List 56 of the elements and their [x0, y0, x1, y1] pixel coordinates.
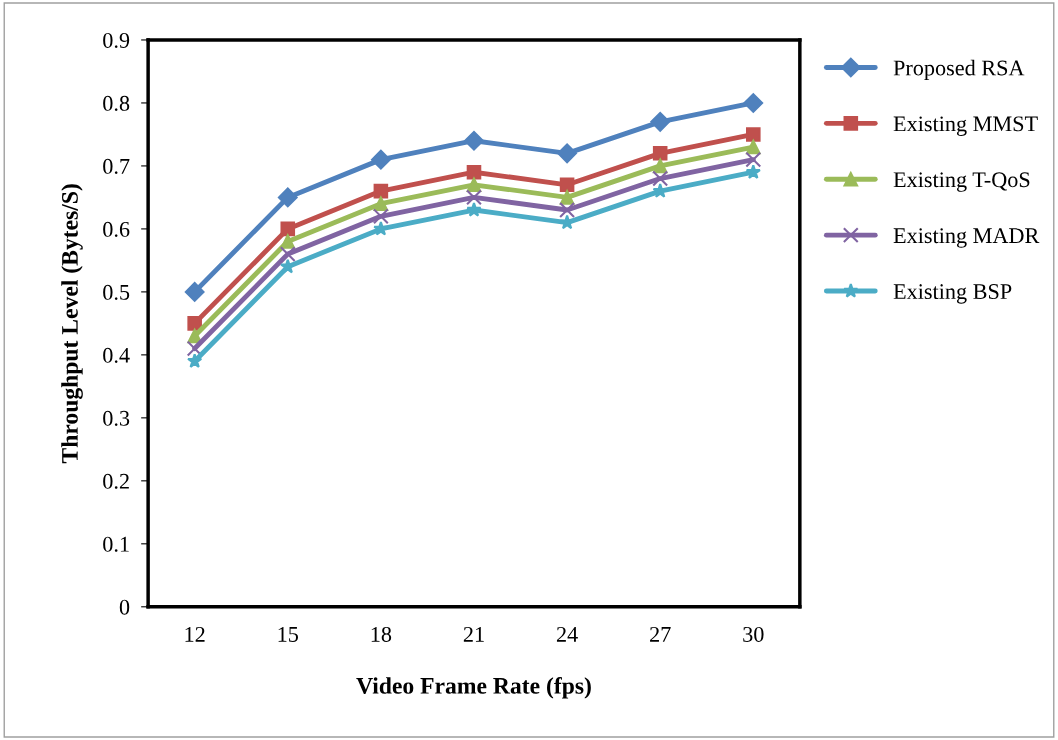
- point: [559, 177, 575, 193]
- x-tick-label: 24: [556, 626, 578, 642]
- point: [743, 93, 764, 113]
- y-tick-label: 0.2: [103, 473, 129, 489]
- x-tick-label: 30: [743, 626, 764, 642]
- point: [466, 202, 482, 217]
- y-tick-label: 0.6: [103, 221, 130, 237]
- legend-label: Existing T-QoS: [893, 172, 1030, 192]
- y-tick-label: 0.3: [103, 410, 130, 426]
- x-tick-label: 15: [278, 626, 299, 642]
- legend-label: Proposed RSA: [893, 59, 1025, 80]
- point: [745, 164, 761, 179]
- point: [652, 183, 668, 198]
- point: [279, 246, 296, 263]
- y-axis-title: Throughput Level (Bytes/S): [61, 184, 83, 464]
- legend-label: Existing MADR: [893, 228, 1040, 248]
- point: [559, 190, 575, 205]
- point: [466, 189, 482, 206]
- y-tick-label: 0.7: [103, 158, 130, 174]
- point: [559, 214, 575, 230]
- y-tick-label: 0.9: [103, 32, 130, 48]
- point: [745, 151, 762, 168]
- point: [746, 127, 761, 142]
- y-tick-label: 0.4: [103, 347, 130, 363]
- point: [652, 146, 668, 161]
- point: [372, 208, 389, 225]
- point: [280, 221, 296, 237]
- y-tick-label: 0: [119, 599, 130, 615]
- point: [277, 187, 298, 208]
- point: [371, 149, 391, 170]
- point: [184, 282, 205, 302]
- point: [373, 183, 389, 199]
- legend-label: Existing BSP: [893, 284, 1012, 304]
- y-tick-label: 0.8: [103, 95, 130, 111]
- point: [466, 164, 482, 180]
- x-tick-label: 18: [371, 626, 392, 642]
- point: [746, 139, 761, 155]
- x-tick-label: 12: [185, 626, 205, 642]
- y-tick-label: 0.5: [103, 284, 130, 300]
- point: [187, 353, 203, 368]
- x-tick-label: 27: [650, 626, 671, 642]
- point: [187, 316, 202, 331]
- point: [652, 158, 668, 174]
- x-axis-title: Video Frame Rate (fps): [356, 676, 591, 699]
- point: [280, 234, 296, 249]
- point: [559, 202, 576, 218]
- point: [373, 220, 389, 236]
- point: [652, 170, 669, 187]
- point: [373, 196, 389, 211]
- x-tick-label: 21: [463, 626, 484, 642]
- point: [557, 143, 577, 164]
- point: [466, 177, 482, 193]
- y-tick-label: 0.1: [103, 536, 129, 552]
- legend-label: Existing MMST: [893, 116, 1038, 136]
- point: [650, 111, 671, 132]
- point: [464, 130, 484, 151]
